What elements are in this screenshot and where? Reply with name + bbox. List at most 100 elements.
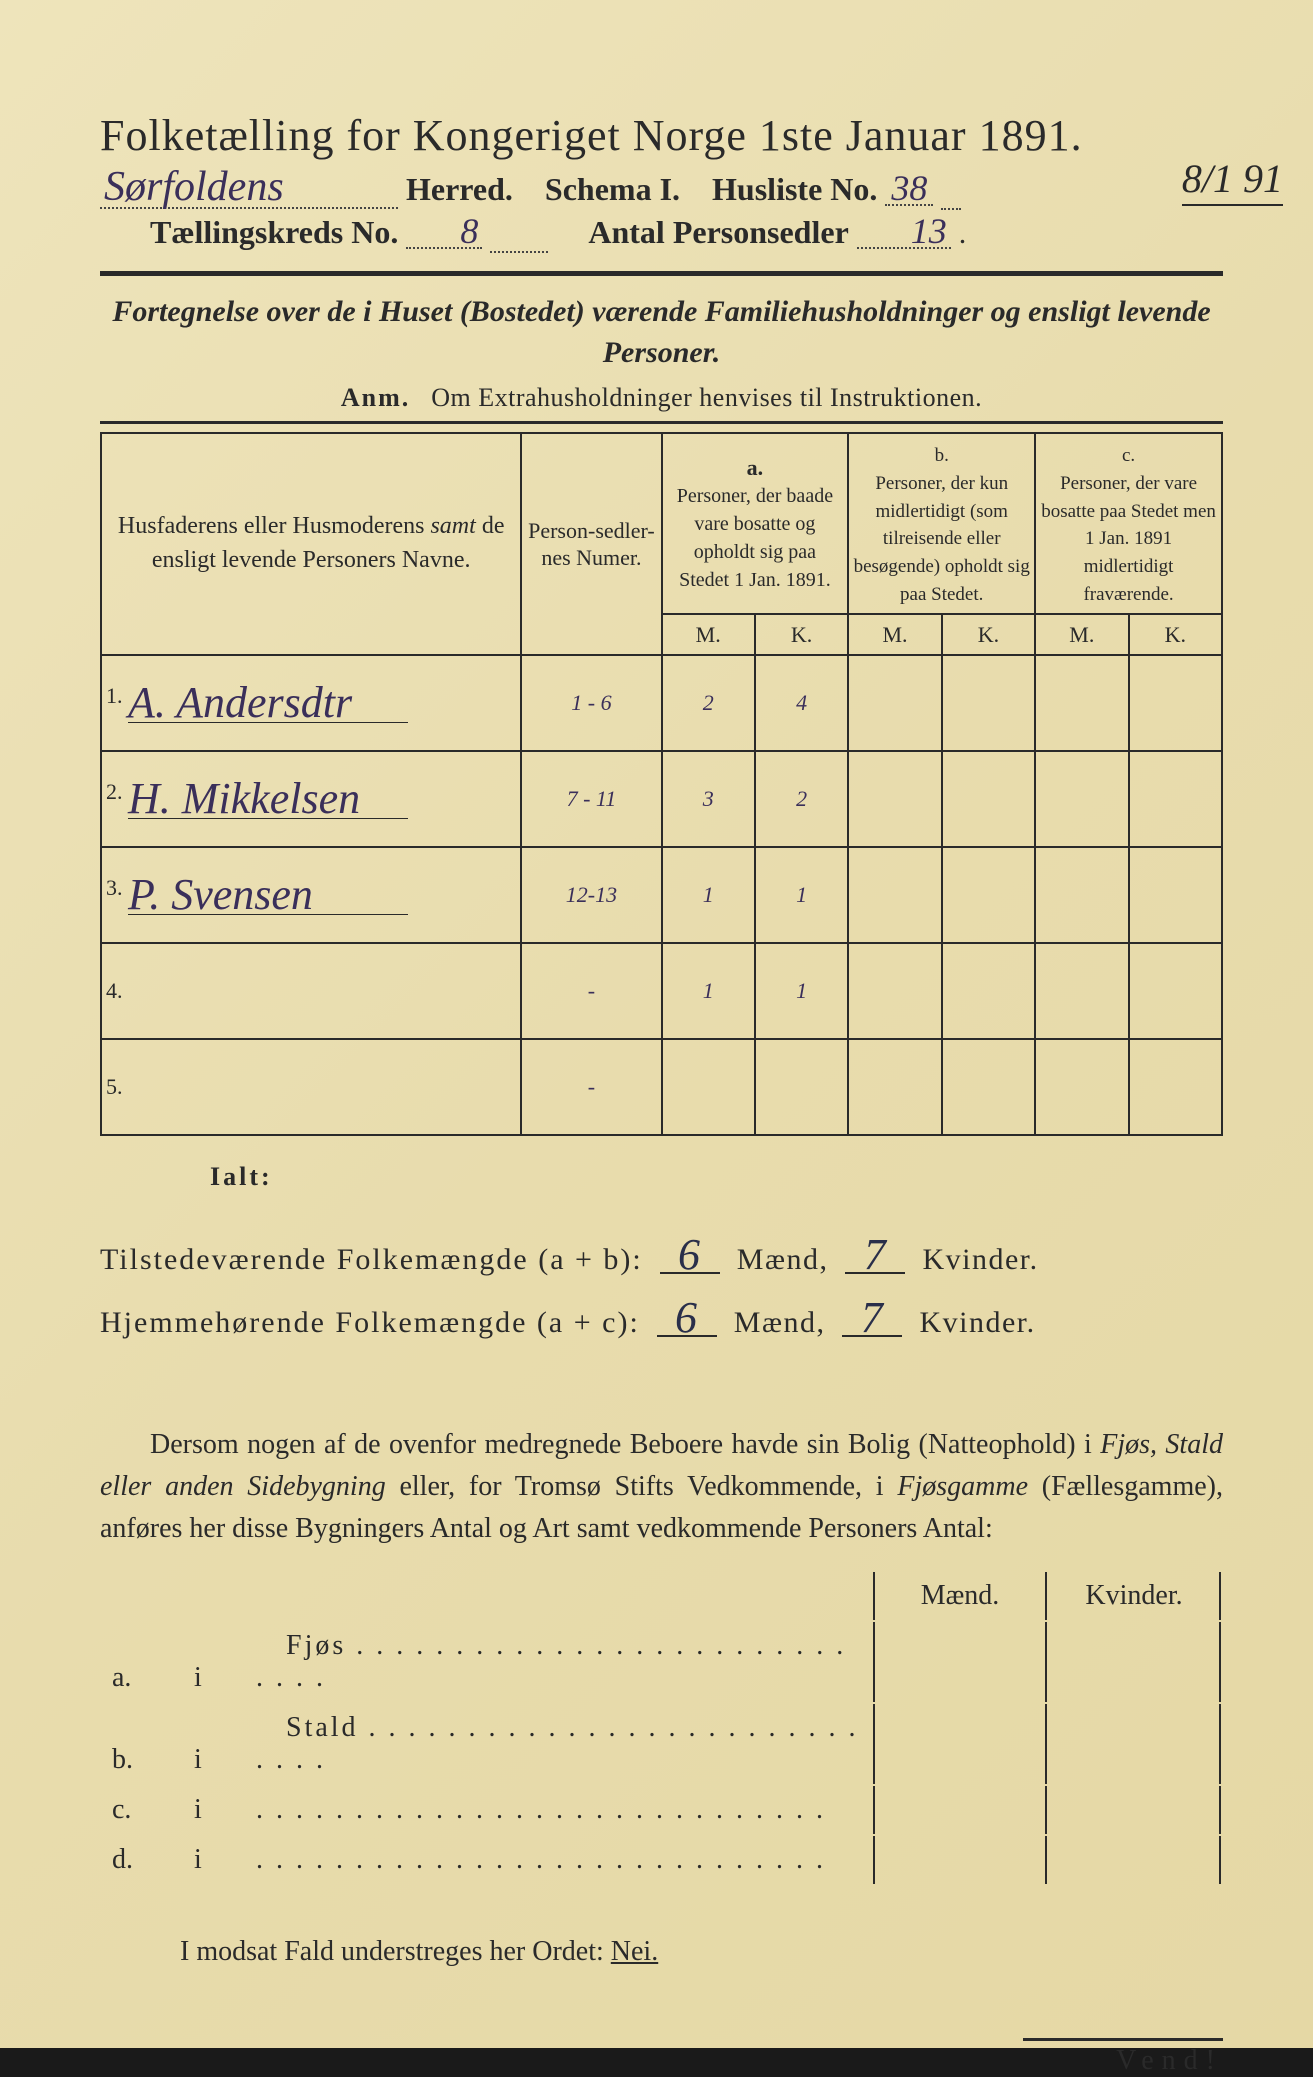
schema-label: Schema I. bbox=[545, 171, 680, 207]
building-label: Stald . . . . . . . . . . . . . . . . . … bbox=[246, 1704, 871, 1784]
row-name: A. Andersdtr bbox=[128, 683, 408, 724]
row-a-k: 2 bbox=[755, 751, 848, 847]
row-c-m bbox=[1035, 655, 1128, 751]
col-b-k: K. bbox=[942, 614, 1035, 656]
row-a-m: 1 bbox=[662, 847, 755, 943]
antal-value: 13 bbox=[857, 215, 951, 249]
col-a-m: M. bbox=[662, 614, 755, 656]
col-b-m: M. bbox=[848, 614, 941, 656]
col-a-k: K. bbox=[755, 614, 848, 656]
building-row: c.i . . . . . . . . . . . . . . . . . . … bbox=[102, 1786, 1221, 1834]
row-b-m bbox=[848, 847, 941, 943]
col-c-k: K. bbox=[1129, 614, 1222, 656]
table-row: 5. - bbox=[101, 1039, 1222, 1135]
bottom-maend-head: Mænd. bbox=[873, 1572, 1047, 1620]
header-line-1: Sørfoldens Herred. Schema I. Husliste No… bbox=[100, 169, 1223, 210]
row-c-k bbox=[1129, 655, 1222, 751]
building-row: d.i . . . . . . . . . . . . . . . . . . … bbox=[102, 1836, 1221, 1884]
col-head-numer: Person-sedler-nes Numer. bbox=[521, 433, 661, 655]
col-head-b: b.Personer, der kun midlertidigt (som ti… bbox=[848, 433, 1035, 614]
col-c-m: M. bbox=[1035, 614, 1128, 656]
building-m bbox=[873, 1704, 1047, 1784]
building-i: i bbox=[184, 1836, 244, 1884]
table-row: 2. H. Mikkelsen7 - 1132 bbox=[101, 751, 1222, 847]
building-letter: d. bbox=[102, 1836, 182, 1884]
row-b-k bbox=[942, 943, 1035, 1039]
row-c-k bbox=[1129, 751, 1222, 847]
building-label: Fjøs . . . . . . . . . . . . . . . . . .… bbox=[246, 1622, 871, 1702]
census-table: Husfaderens eller Husmoderens samt de en… bbox=[100, 432, 1223, 1136]
herred-label: Herred. bbox=[406, 171, 513, 207]
row-b-m bbox=[848, 751, 941, 847]
totals-line-2: Hjemmehørende Folkemængde (a + c): 6 Mæn… bbox=[100, 1291, 1223, 1354]
row-b-k bbox=[942, 655, 1035, 751]
row-c-k bbox=[1129, 847, 1222, 943]
col-head-a: a. Personer, der baade vare bosatte og o… bbox=[662, 433, 849, 614]
kreds-label: Tællingskreds No. bbox=[150, 214, 398, 250]
row-numer: 1 - 6 bbox=[521, 655, 661, 751]
building-k bbox=[1049, 1786, 1221, 1834]
building-label: . . . . . . . . . . . . . . . . . . . . … bbox=[246, 1836, 871, 1884]
census-form-page: Folketælling for Kongeriget Norge 1ste J… bbox=[0, 0, 1313, 2048]
building-letter: c. bbox=[102, 1786, 182, 1834]
bottom-kvinder-head: Kvinder. bbox=[1049, 1572, 1221, 1620]
building-row: b.i Stald . . . . . . . . . . . . . . . … bbox=[102, 1704, 1221, 1784]
main-title: Folketælling for Kongeriget Norge 1ste J… bbox=[100, 110, 1223, 161]
building-label: . . . . . . . . . . . . . . . . . . . . … bbox=[246, 1786, 871, 1834]
row-numer: 7 - 11 bbox=[521, 751, 661, 847]
anm-line: Anm. Om Extrahusholdninger henvises til … bbox=[100, 383, 1223, 413]
row-numer: - bbox=[521, 943, 661, 1039]
row-a-k: 4 bbox=[755, 655, 848, 751]
husliste-trail bbox=[941, 171, 961, 210]
header-line-2: Tællingskreds No. 8 Antal Personsedler 1… bbox=[100, 214, 1223, 253]
row-b-k bbox=[942, 847, 1035, 943]
row-numer: 12-13 bbox=[521, 847, 661, 943]
row-a-k: 1 bbox=[755, 847, 848, 943]
col-head-names: Husfaderens eller Husmoderens samt de en… bbox=[101, 433, 521, 655]
row-c-k bbox=[1129, 1039, 1222, 1135]
row-b-k bbox=[942, 1039, 1035, 1135]
table-row: 3. P. Svensen12-1311 bbox=[101, 847, 1222, 943]
antal-label: Antal Personsedler bbox=[588, 214, 848, 250]
row-a-k bbox=[755, 1039, 848, 1135]
husliste-value: 38 bbox=[885, 172, 933, 206]
row-b-m bbox=[848, 1039, 941, 1135]
nei-line: I modsat Fald understreges her Ordet: Ne… bbox=[100, 1936, 1223, 1968]
row-numer: - bbox=[521, 1039, 661, 1135]
ialt-label: Ialt: bbox=[210, 1162, 1223, 1192]
table-row: 4. -11 bbox=[101, 943, 1222, 1039]
building-m bbox=[873, 1836, 1047, 1884]
vend-label: Vend! bbox=[1023, 2038, 1223, 2077]
row-a-m: 2 bbox=[662, 655, 755, 751]
row-b-m bbox=[848, 655, 941, 751]
row-a-m bbox=[662, 1039, 755, 1135]
total-ac-k: 7 bbox=[842, 1300, 902, 1337]
building-table: Mænd. Kvinder. a.i Fjøs . . . . . . . . … bbox=[100, 1570, 1223, 1886]
husliste-label: Husliste No. bbox=[712, 171, 877, 207]
building-row: a.i Fjøs . . . . . . . . . . . . . . . .… bbox=[102, 1622, 1221, 1702]
building-letter: b. bbox=[102, 1704, 182, 1784]
building-i: i bbox=[184, 1786, 244, 1834]
building-k bbox=[1049, 1622, 1221, 1702]
row-name: P. Svensen bbox=[128, 875, 408, 916]
building-m bbox=[873, 1786, 1047, 1834]
rule-2 bbox=[100, 421, 1223, 424]
table-row: 1. A. Andersdtr1 - 624 bbox=[101, 655, 1222, 751]
row-c-m bbox=[1035, 847, 1128, 943]
building-m bbox=[873, 1622, 1047, 1702]
row-a-k: 1 bbox=[755, 943, 848, 1039]
row-c-k bbox=[1129, 943, 1222, 1039]
kreds-value: 8 bbox=[406, 215, 482, 249]
row-a-m: 3 bbox=[662, 751, 755, 847]
building-letter: a. bbox=[102, 1622, 182, 1702]
row-b-m bbox=[848, 943, 941, 1039]
row-a-m: 1 bbox=[662, 943, 755, 1039]
total-ac-m: 6 bbox=[657, 1300, 717, 1337]
total-ab-k: 7 bbox=[845, 1237, 905, 1274]
nei-word: Nei. bbox=[611, 1936, 658, 1967]
col-head-c: c.Personer, der vare bosatte paa Stedet … bbox=[1035, 433, 1222, 614]
row-name: H. Mikkelsen bbox=[128, 779, 408, 820]
rule-1 bbox=[100, 271, 1223, 276]
row-b-k bbox=[942, 751, 1035, 847]
row-c-m bbox=[1035, 1039, 1128, 1135]
